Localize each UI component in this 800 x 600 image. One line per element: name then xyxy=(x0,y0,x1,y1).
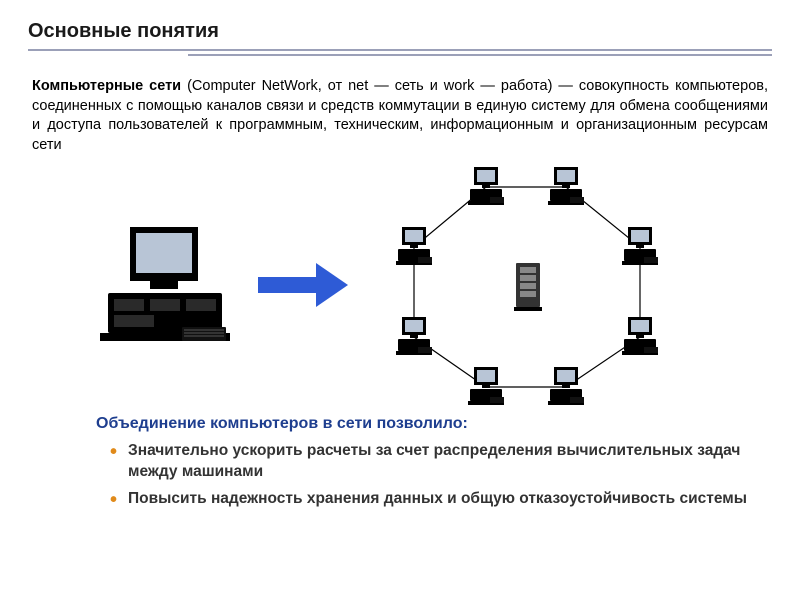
ring-computer-icon xyxy=(396,227,432,272)
benefit-item: Повысить надежность хранения данных и об… xyxy=(110,489,772,510)
ring-computer-icon xyxy=(468,167,504,212)
network-diagram xyxy=(28,167,772,407)
ring-computer-icon xyxy=(548,167,584,212)
ring-computer-icon xyxy=(622,317,658,362)
arrow-icon xyxy=(258,263,348,312)
ring-computer-icon xyxy=(548,367,584,412)
ring-computer-icon xyxy=(468,367,504,412)
benefits-section: Объединение компьютеров в сети позволило… xyxy=(96,415,772,510)
ring-computer-icon xyxy=(396,317,432,362)
benefits-title: Объединение компьютеров в сети позволило… xyxy=(96,415,772,433)
benefits-list: Значительно ускорить расчеты за счет рас… xyxy=(96,441,772,510)
title-divider xyxy=(28,49,772,59)
server-icon xyxy=(514,263,542,318)
network-ring xyxy=(368,167,688,407)
definition-paragraph: Компьютерные сети (Computer NetWork, от … xyxy=(32,77,768,155)
standalone-computer-icon xyxy=(100,227,230,352)
definition-term: Компьютерные сети xyxy=(32,78,181,94)
benefit-item: Значительно ускорить расчеты за счет рас… xyxy=(110,441,772,483)
page-title: Основные понятия xyxy=(28,20,772,43)
ring-computer-icon xyxy=(622,227,658,272)
